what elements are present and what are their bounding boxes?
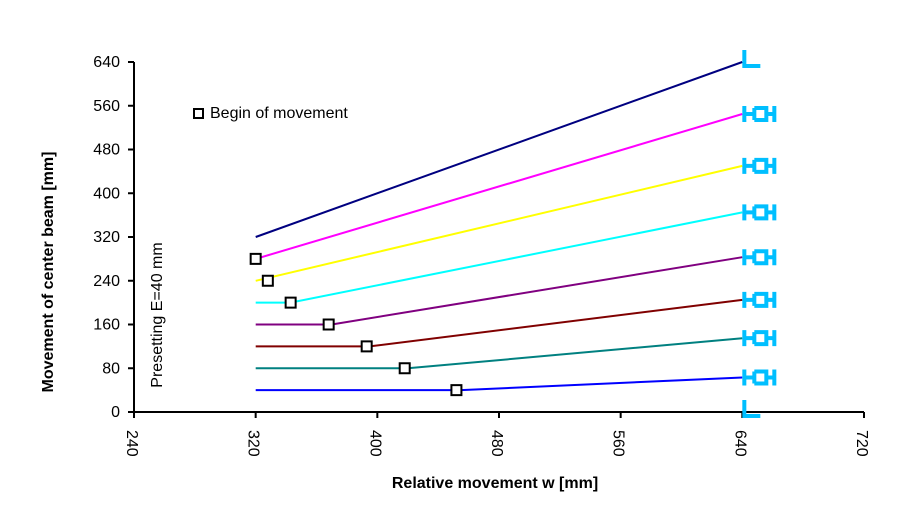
profile-icons: [742, 50, 777, 418]
x-axis-label: Relative movement w [mm]: [392, 475, 598, 492]
series-line-5: [255, 256, 743, 326]
icon-shape: [742, 291, 777, 308]
legend: Begin of movement: [193, 105, 348, 122]
y-tick-label: 240: [93, 273, 120, 290]
beam-joint-profile-icon: [742, 204, 777, 221]
icon-shape: [742, 369, 777, 386]
series-line-1: [255, 61, 743, 238]
begin-marker: [398, 362, 411, 375]
icon-shape: [742, 204, 777, 221]
y-tick-label: 480: [93, 142, 120, 159]
y-axis-label: Movement of center beam [mm]: [40, 152, 57, 393]
beam-joint-profile-icon: [742, 291, 777, 308]
icon-shape: [742, 330, 777, 347]
x-tick-label: 400: [366, 430, 383, 457]
axes: 240 320 400 480 560 640 720 0 80 160 240 320 400 480 5…: [93, 54, 870, 457]
beam-joint-profile-icon: [742, 369, 777, 386]
y-tick-label: 80: [102, 360, 120, 377]
begin-marker: [261, 274, 274, 287]
legend-marker: [193, 108, 204, 119]
beam-joint-profile-icon: [742, 330, 777, 347]
beam-end-profile-icon: [742, 400, 761, 418]
x-tick-label: 640: [731, 430, 748, 457]
beam-end-profile-icon: [742, 50, 761, 68]
y-tick-label: 0: [111, 404, 120, 421]
icon-shape: [742, 249, 777, 266]
begin-marker: [360, 340, 373, 353]
icon-shape: [742, 50, 761, 68]
series-line-8: [255, 376, 743, 392]
icon-shape: [742, 105, 777, 122]
x-tick-label: 240: [123, 430, 140, 457]
x-tick-label: 720: [853, 430, 870, 457]
y-tick-label: 560: [93, 98, 120, 115]
x-tick-label: 480: [488, 430, 505, 457]
series-line-3: [255, 164, 743, 282]
begin-marker: [249, 252, 262, 265]
presetting-label: Presetting E=40 mm: [149, 242, 166, 387]
begin-marker: [322, 318, 335, 331]
y-tick-label: 160: [93, 317, 120, 334]
series-line-7: [255, 337, 743, 370]
y-tick-label: 320: [93, 229, 120, 246]
x-tick-label: 320: [245, 430, 262, 457]
series-line-4: [255, 211, 743, 304]
x-tick-label: 560: [610, 430, 627, 457]
begin-markers: [249, 252, 463, 397]
series-line-2: [255, 113, 743, 260]
beam-joint-profile-icon: [742, 249, 777, 266]
legend-label: Begin of movement: [210, 105, 348, 122]
begin-marker: [284, 296, 297, 309]
icon-shape: [742, 400, 761, 418]
begin-marker: [450, 384, 463, 397]
beam-joint-profile-icon: [742, 105, 777, 122]
icon-shape: [742, 157, 777, 174]
beam-joint-profile-icon: [742, 157, 777, 174]
y-tick-label: 400: [93, 185, 120, 202]
y-tick-label: 640: [93, 54, 120, 71]
